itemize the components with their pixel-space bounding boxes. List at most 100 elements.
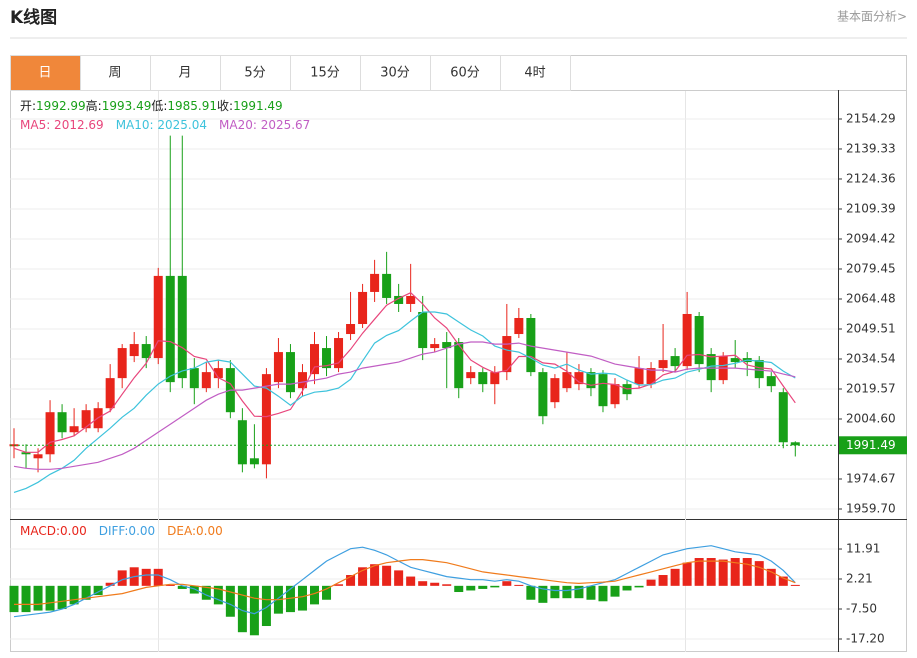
tab-label[interactable]: 5分 <box>244 66 265 81</box>
macd-bar <box>706 558 716 586</box>
y-tick-label: -7.50 <box>846 602 877 616</box>
candle-body <box>213 368 223 379</box>
candle-body <box>466 372 476 379</box>
candle-body <box>406 295 416 304</box>
page-title: K线图 <box>10 7 57 28</box>
candle-body <box>598 374 608 407</box>
fundamental-link[interactable]: 基本面分析> <box>837 10 907 24</box>
last-price-label: 1991.49 <box>846 438 896 452</box>
macd-bar <box>646 579 656 586</box>
tab-bg[interactable] <box>10 55 81 91</box>
candle-body <box>454 342 464 389</box>
macd-bar <box>382 565 392 586</box>
candle-body <box>538 372 548 417</box>
macd-bar <box>141 568 151 586</box>
tab-label[interactable]: 周 <box>108 66 121 81</box>
candle-body <box>430 344 440 349</box>
y-tick-label: 1974.67 <box>846 471 896 485</box>
macd-bar <box>658 575 668 586</box>
candle-body <box>730 358 740 363</box>
macd-bar <box>297 585 307 611</box>
macd-bar <box>490 585 500 588</box>
candle-body <box>682 313 692 367</box>
tab-bg[interactable] <box>220 55 291 91</box>
macd-bar <box>718 559 728 586</box>
candle-body <box>562 372 572 389</box>
tab-bg[interactable] <box>150 55 221 91</box>
ohlc-info: 开:1992.99高:1993.49低:1985.91收:1991.49 <box>20 98 283 113</box>
candle-body <box>249 458 259 465</box>
y-tick-label: 2109.39 <box>846 201 896 215</box>
candle-body <box>310 344 319 375</box>
macd-bar <box>550 585 560 599</box>
candle-body <box>478 372 488 385</box>
indicator-line <box>14 558 796 606</box>
macd-bar <box>610 585 620 597</box>
y-tick-label: 2034.54 <box>846 352 896 366</box>
macd-bar <box>33 585 43 611</box>
y-tick-label: 11.91 <box>846 542 880 556</box>
y-tick-label: 1959.70 <box>846 502 896 516</box>
macd-bar <box>201 585 211 600</box>
macd-bar <box>153 568 163 586</box>
last-price-box <box>839 436 907 455</box>
candle-body <box>322 348 332 369</box>
candle-body <box>105 378 115 409</box>
candle-body <box>273 352 283 383</box>
indicator-line <box>13 545 796 618</box>
tab-bg[interactable] <box>290 55 361 91</box>
info-value: 1991.49 <box>233 99 283 113</box>
macd-bar <box>418 581 428 586</box>
macd-bar <box>670 568 680 586</box>
macd-bar <box>370 564 380 586</box>
macd-bar <box>778 576 788 586</box>
macd-bar <box>322 585 332 600</box>
candle-body <box>502 336 512 373</box>
macd-bar <box>213 585 223 605</box>
legend-entry: MA20: 2025.67 <box>219 118 310 132</box>
candle-body <box>177 275 187 379</box>
tab-label[interactable]: 15分 <box>310 66 340 81</box>
candle-body <box>334 338 344 369</box>
tab-label[interactable]: 60分 <box>450 66 480 81</box>
candle-body <box>129 344 139 357</box>
indicator-line <box>13 291 796 453</box>
tab-label[interactable]: 月 <box>178 66 191 81</box>
info-label: 收: <box>217 99 233 113</box>
candle-body <box>394 295 404 304</box>
info-label: 开: <box>20 99 36 113</box>
y-tick-label: 2124.36 <box>846 171 896 185</box>
y-tick-label: 2004.60 <box>846 412 896 426</box>
macd-bar <box>165 584 175 586</box>
legend-entry: MA10: 2025.04 <box>116 118 207 132</box>
y-tick-label: 2154.29 <box>846 111 896 125</box>
y-tick-label: 2019.57 <box>846 382 896 396</box>
candle-body <box>189 368 199 389</box>
candle-body <box>418 311 428 349</box>
macd-bar <box>358 567 368 586</box>
candle-body <box>285 352 295 393</box>
info-value: 1985.91 <box>167 99 217 113</box>
tab-label[interactable]: 4时 <box>524 66 545 81</box>
indicator-line <box>13 311 796 493</box>
macd-bar <box>9 585 19 613</box>
candle-body <box>586 372 596 389</box>
candle-body <box>370 273 380 292</box>
tab-label[interactable]: 30分 <box>380 66 410 81</box>
candle-body <box>165 275 175 383</box>
tab-bg[interactable] <box>500 55 571 91</box>
macd-bar <box>754 561 764 586</box>
y-tick-label: 2094.42 <box>846 231 896 245</box>
candle-body <box>117 348 127 379</box>
tab-bg[interactable] <box>430 55 501 91</box>
tab-bg[interactable] <box>80 55 151 91</box>
candle-body <box>646 368 656 385</box>
candle-body <box>21 452 31 455</box>
candle-body <box>261 374 271 465</box>
macd-bar <box>225 585 235 617</box>
candle-body <box>778 392 788 443</box>
macd-bar <box>189 585 199 594</box>
tab-label[interactable]: 日 <box>38 66 51 81</box>
macd-bar <box>394 570 404 586</box>
